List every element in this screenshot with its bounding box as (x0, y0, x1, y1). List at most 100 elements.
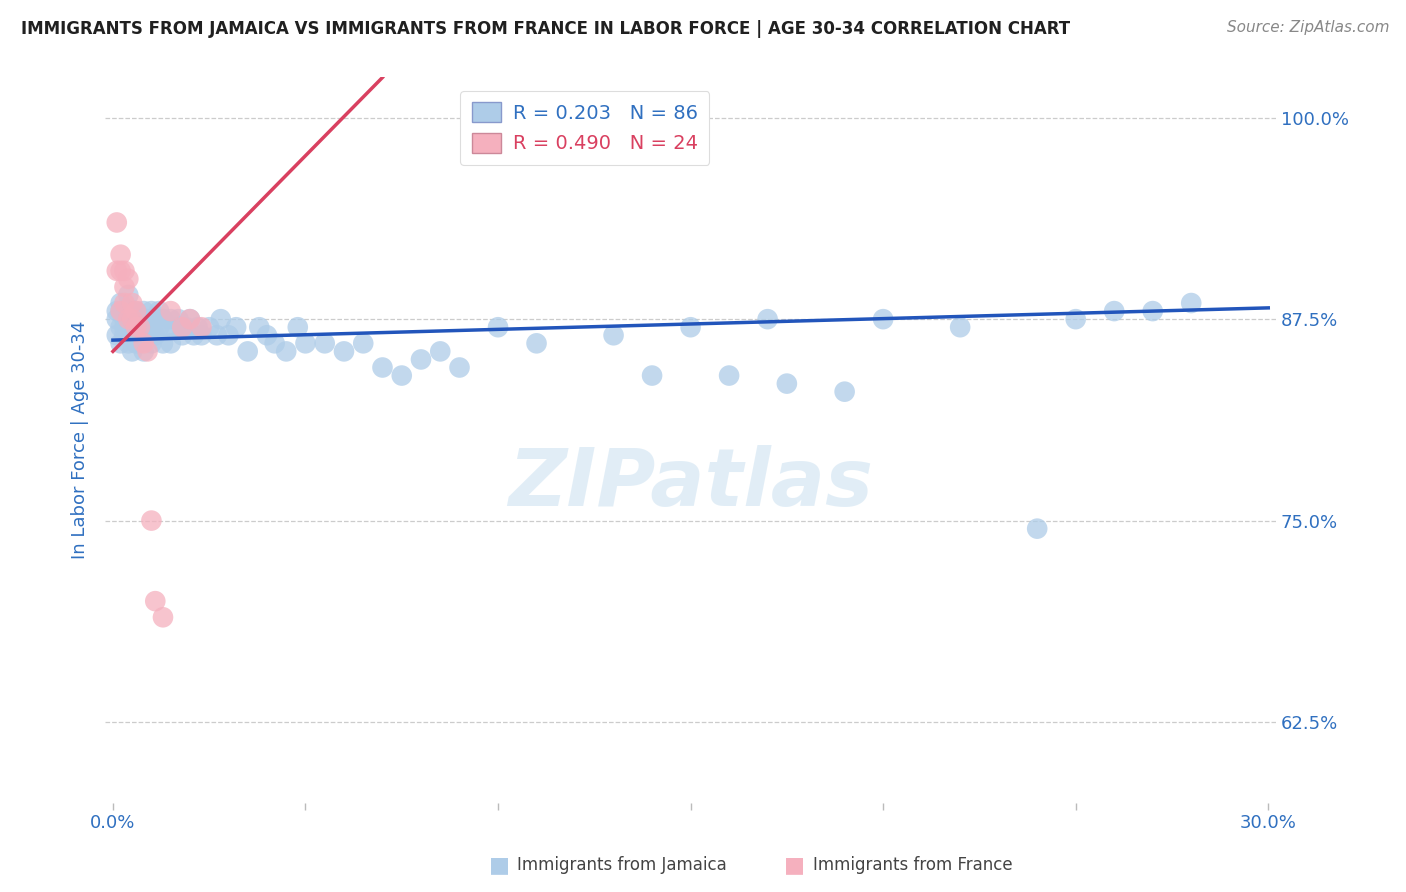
Point (105, 264, 128, 278)
Point (125, 336, 148, 351)
Point (121, 328, 143, 343)
Point (125, 320, 148, 334)
Point (872, 312, 894, 326)
Point (148, 304, 170, 318)
Point (217, 328, 239, 343)
Point (136, 328, 159, 343)
Point (1064, 312, 1087, 326)
Point (125, 304, 148, 318)
Point (1142, 304, 1164, 318)
Point (105, 312, 128, 326)
Point (121, 312, 143, 326)
Point (152, 312, 174, 326)
Point (371, 360, 394, 375)
Point (602, 328, 624, 343)
Point (172, 320, 194, 334)
Point (110, 248, 132, 262)
Point (172, 328, 194, 343)
Text: ■: ■ (489, 855, 509, 875)
Point (294, 336, 316, 351)
Point (167, 312, 190, 326)
Point (110, 296, 132, 310)
Text: ZIPatlas: ZIPatlas (508, 444, 873, 523)
Point (190, 320, 212, 334)
Point (152, 336, 174, 351)
Point (110, 304, 132, 318)
Point (114, 328, 136, 343)
Point (526, 336, 548, 351)
Legend: R = 0.203   N = 86, R = 0.490   N = 24: R = 0.203 N = 86, R = 0.490 N = 24 (460, 91, 710, 165)
Point (409, 352, 432, 367)
Point (1102, 304, 1125, 318)
Point (679, 320, 702, 334)
Point (209, 312, 232, 326)
Y-axis label: In Labor Force | Age 30-34: In Labor Force | Age 30-34 (72, 321, 89, 559)
Point (834, 384, 856, 399)
Point (128, 320, 150, 334)
Point (314, 336, 336, 351)
Point (114, 280, 136, 294)
Point (247, 320, 270, 334)
Point (449, 360, 471, 375)
Point (190, 328, 212, 343)
Point (187, 320, 209, 334)
Point (159, 312, 181, 326)
Point (121, 312, 143, 326)
Point (132, 336, 155, 351)
Text: ■: ■ (785, 855, 804, 875)
Point (152, 610, 174, 624)
Point (429, 344, 451, 359)
Point (125, 304, 148, 318)
Point (776, 376, 799, 391)
Point (949, 320, 972, 334)
Point (128, 336, 150, 351)
Point (141, 336, 163, 351)
Point (141, 304, 163, 318)
Point (132, 344, 155, 359)
Point (179, 312, 201, 326)
Point (179, 312, 201, 326)
Point (486, 320, 509, 334)
Point (121, 344, 143, 359)
Point (125, 320, 148, 334)
Point (128, 320, 150, 334)
Point (143, 328, 166, 343)
Point (159, 336, 181, 351)
Point (756, 312, 779, 326)
Point (117, 288, 139, 302)
Point (263, 336, 285, 351)
Point (1180, 296, 1202, 310)
Point (114, 312, 136, 326)
Point (276, 344, 298, 359)
Point (117, 336, 139, 351)
Point (114, 296, 136, 310)
Point (183, 328, 205, 343)
Point (141, 320, 163, 334)
Point (198, 320, 221, 334)
Point (163, 320, 186, 334)
Point (333, 344, 356, 359)
Point (114, 264, 136, 278)
Point (256, 328, 278, 343)
Point (110, 264, 132, 278)
Point (132, 304, 155, 318)
Point (236, 344, 259, 359)
Text: Immigrants from France: Immigrants from France (813, 856, 1012, 874)
Point (110, 304, 132, 318)
Point (105, 328, 128, 343)
Text: Source: ZipAtlas.com: Source: ZipAtlas.com (1226, 20, 1389, 35)
Point (132, 328, 155, 343)
Point (141, 514, 163, 528)
Point (110, 336, 132, 351)
Point (128, 312, 150, 326)
Point (159, 304, 181, 318)
Point (121, 296, 143, 310)
Point (718, 368, 741, 383)
Point (391, 368, 413, 383)
Point (174, 320, 197, 334)
Point (143, 312, 166, 326)
Point (1026, 522, 1049, 536)
Point (136, 312, 159, 326)
Point (148, 320, 170, 334)
Point (117, 312, 139, 326)
